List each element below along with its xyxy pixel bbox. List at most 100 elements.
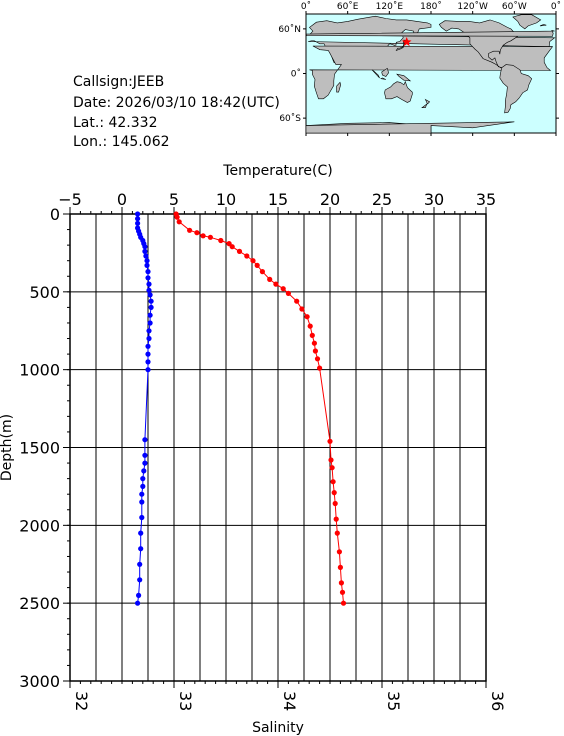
data-point: [338, 580, 344, 586]
map-lon-label: 120˚E: [376, 1, 404, 12]
data-point: [141, 468, 147, 474]
data-point: [139, 491, 145, 497]
data-point: [140, 483, 146, 489]
data-point: [137, 561, 143, 567]
data-point: [142, 244, 148, 250]
left-axis-label: Depth(m): [0, 414, 15, 481]
left-tick-label: 2500: [19, 594, 60, 613]
data-point: [337, 564, 343, 571]
map-lon-label: 60˚E: [337, 1, 359, 12]
data-point: [174, 214, 180, 220]
data-point: [139, 514, 145, 521]
top-tick-label: 10: [216, 190, 236, 209]
top-axis-label: Temperature(C): [222, 163, 332, 179]
lat-text: Lat.: 42.332: [73, 115, 158, 131]
land-shape: [421, 103, 428, 108]
data-point: [218, 237, 224, 244]
data-point: [280, 286, 286, 292]
left-tick-label: 500: [29, 283, 60, 302]
left-tick-label: 2000: [19, 516, 60, 535]
top-tick-label: 30: [424, 190, 444, 209]
map-lat-label: 60˚N: [278, 24, 301, 35]
land-shape: [309, 45, 554, 100]
bottom-tick-label: 33: [176, 691, 195, 711]
data-point: [145, 367, 151, 373]
data-point: [328, 457, 334, 463]
data-point: [147, 320, 153, 326]
data-point: [173, 211, 179, 217]
data-point: [145, 269, 151, 275]
data-point: [146, 328, 152, 334]
data-point: [135, 211, 141, 217]
data-point: [333, 516, 339, 522]
bottom-tick-label: 35: [384, 691, 403, 711]
location-map: 0˚ 60˚E 120˚E 180˚ 120˚W 60˚W 0˚ 60˚N 0˚ 60˚S: [278, 1, 561, 136]
top-tick-label: 25: [372, 190, 392, 209]
data-point: [141, 241, 147, 247]
data-point: [236, 248, 243, 254]
data-point: [311, 340, 317, 346]
series-line-0: [137, 214, 152, 604]
data-point: [137, 231, 143, 237]
data-point: [144, 262, 150, 268]
data-point: [139, 499, 145, 505]
data-point: [294, 298, 300, 304]
bottom-tick-label: 36: [488, 691, 507, 711]
top-tick-label: 20: [320, 190, 340, 209]
data-point: [327, 438, 333, 444]
top-tick-label: −5: [58, 190, 82, 209]
data-point: [146, 281, 152, 287]
map-lon-label: 0˚: [301, 1, 311, 12]
data-point: [200, 233, 206, 239]
data-point: [244, 253, 250, 259]
land-shape: [499, 64, 533, 114]
data-point: [144, 258, 150, 264]
data-point: [145, 343, 151, 349]
data-point: [140, 237, 146, 244]
data-point: [136, 592, 142, 599]
top-tick-label: 5: [169, 190, 179, 209]
data-point: [254, 262, 260, 268]
land-shape: [384, 80, 413, 103]
data-point: [330, 479, 336, 485]
data-point: [145, 275, 151, 281]
data-point: [142, 248, 148, 254]
map-lat-label: 60˚S: [279, 113, 301, 124]
land-shape: [371, 69, 380, 79]
station-marker-icon: [402, 37, 412, 47]
left-tick-label: 1000: [19, 361, 60, 380]
data-point: [140, 476, 146, 482]
data-point: [309, 332, 315, 338]
data-point: [135, 220, 141, 226]
data-point: [142, 460, 148, 466]
data-point: [273, 281, 279, 287]
data-point: [142, 452, 148, 458]
data-point: [332, 500, 338, 507]
top-tick-label: 0: [117, 190, 127, 209]
left-tick-label: 1500: [19, 439, 60, 458]
top-tick-label: 35: [476, 190, 496, 209]
data-point: [304, 314, 310, 320]
data-point: [267, 276, 273, 282]
data-point: [285, 290, 291, 296]
data-point: [331, 490, 337, 496]
land-shape: [380, 77, 387, 80]
data-point: [307, 323, 313, 329]
data-point: [136, 228, 142, 234]
data-point: [148, 304, 154, 310]
data-point: [143, 253, 149, 259]
map-lon-label: 120˚W: [457, 1, 488, 12]
data-point: [312, 348, 318, 354]
bottom-tick-label: 32: [72, 691, 91, 711]
land-shape: [336, 81, 342, 93]
data-point: [147, 292, 153, 298]
data-point: [135, 600, 141, 606]
date-text: Date: 2026/03/10 18:42(UTC): [73, 95, 280, 111]
data-point: [142, 437, 148, 443]
land-shape: [539, 24, 547, 27]
data-point: [207, 234, 213, 240]
map-lon-label: 0˚: [551, 1, 561, 12]
bottom-axis-label: Salinity: [252, 720, 304, 736]
land-shape: [512, 14, 542, 30]
data-point: [226, 241, 232, 247]
